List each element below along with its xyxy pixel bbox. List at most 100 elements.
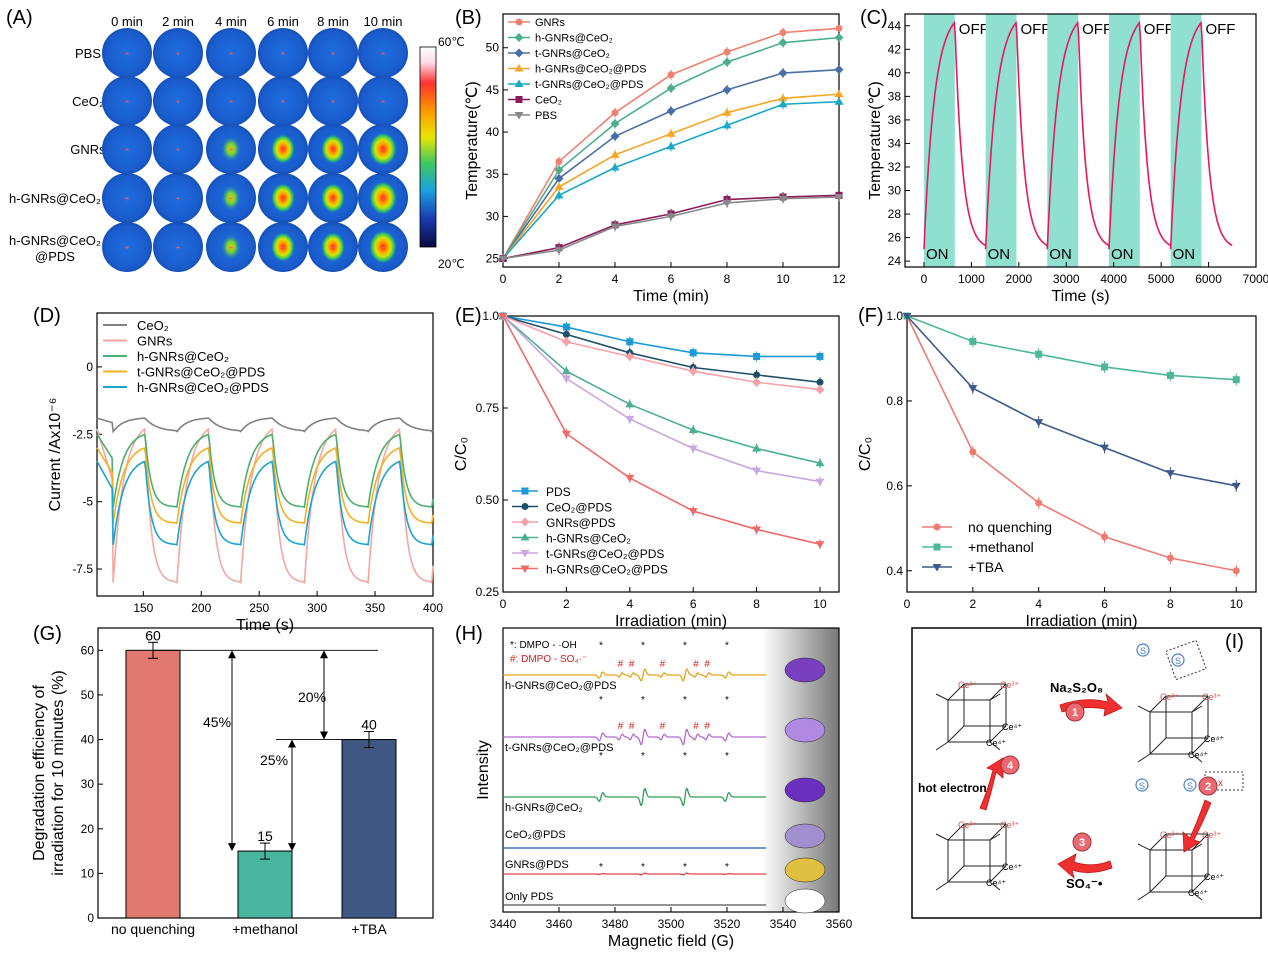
oh-marker: * [725,751,729,762]
y-axis-label: C/C₀ [857,437,874,471]
y-tick-label: 36 [888,113,902,127]
lattice-bond [989,881,1001,891]
bar-value-label: 60 [145,627,161,643]
current-trace [96,427,434,584]
data-point [554,190,564,199]
data-point [932,564,942,572]
crosshair-mark: + [229,49,234,58]
y-axis-label: C/C₀ [453,437,470,471]
thermal-dish [153,76,203,126]
y-tick-label: 25 [486,252,500,266]
data-point [816,352,824,360]
thermal-dish [206,76,256,126]
ce3-label: Ce³⁺ [1202,692,1222,702]
x-tick-label: 3560 [826,917,853,931]
data-point [561,375,571,384]
data-point [666,129,676,137]
data-point [520,517,530,527]
legend-label: no quenching [968,519,1052,535]
crosshair-mark: + [381,194,386,203]
data-point [933,523,941,531]
step-badge [1198,776,1218,796]
on-band [1108,14,1140,267]
arrow-head [288,843,296,852]
x-tick-label: 4 [1035,597,1042,611]
y-axis-label: Intensity [475,740,492,800]
panel-label-f: (F) [858,305,884,327]
crosshair-mark: + [229,97,234,106]
lattice-bond [989,823,1007,841]
crosshair-mark: + [125,49,130,58]
data-point [666,213,676,221]
hot-electron-label: hot electron [918,781,987,795]
crosshair-mark: + [281,97,286,106]
data-point [554,173,564,183]
oh-marker: * [725,640,729,651]
lattice-bond [1149,875,1167,893]
lattice-bond [935,741,949,751]
on-label: ON [1173,246,1196,263]
ce3-label: Ce³⁺ [1000,820,1020,830]
data-point [753,352,761,360]
x-tick-label: 3460 [546,917,573,931]
y-tick-label: -2.5 [72,427,93,441]
series-line [502,315,821,391]
bond-highlight [1165,639,1207,681]
lattice-bond [989,683,1007,701]
colorbar-max-label: 60℃ [438,35,465,49]
oh-marker: * [641,640,645,651]
data-point [666,106,676,116]
x-tick-label: 1000 [958,272,985,286]
y-tick-label: 42 [888,42,902,56]
on-band [1170,14,1202,267]
x-tick-label: 3480 [602,917,629,931]
crosshair-mark: + [176,194,181,203]
x-tick-label: 10 [1230,597,1244,611]
time-label: 2 min [162,14,194,29]
lattice-bond [989,865,1007,883]
x-axis-label: Irradiation (min) [615,613,727,630]
nanorod-image [784,823,826,849]
bar-value-label: 40 [361,717,377,733]
thermal-dish [153,124,203,174]
lattice-bond [1149,695,1167,713]
data-point [625,474,635,483]
so4-marker: # [629,659,635,670]
data-point [778,99,788,108]
ce3-label: Ce³⁺ [958,820,978,830]
thermal-dish [102,124,152,174]
data-point [514,64,524,72]
x-tick-label: 2000 [1005,272,1032,286]
spectrum-label: CeO₂@PDS [505,829,566,841]
thermal-dish [102,173,152,223]
y-axis-label: Temperature(℃) [464,81,481,199]
temperature-curve [923,20,1233,250]
series-line [502,315,820,358]
y-tick-label: 20 [81,822,95,836]
data-point [561,337,571,347]
y-tick-label: 0.8 [886,394,903,408]
oh-marker: * [599,751,603,762]
oh-marker: * [641,695,645,706]
panel-labels: (A) (B) (C) (D) (E) (F) (G) (H) (I) [6,7,1244,653]
x-tick-label: 3500 [658,917,685,931]
thermal-dish [102,222,152,272]
time-label: 4 min [215,14,247,29]
data-point [753,371,761,379]
y-tick-label: 26 [888,231,902,245]
step-number: 2 [1205,781,1211,793]
nanorod-image [784,777,826,803]
epr-spectrum [503,787,767,807]
crosshair-mark: + [381,49,386,58]
crosshair-mark: + [331,243,336,252]
so4-marker: # [660,659,666,670]
sulfate-group [1171,653,1185,667]
arrow-head [228,650,236,659]
oh-marker: * [725,862,729,873]
x-tick-label: 3520 [714,917,741,931]
x-tick-label: 8 [1167,597,1174,611]
sulfate-group [1136,643,1150,657]
time-label: 10 min [363,14,402,29]
chart-c-cycling: ON OFF ON OFF ON OFF ON OFF ON OFF 0 1000 2000 3000 40… [867,13,1268,305]
crosshair-mark: + [125,97,130,106]
